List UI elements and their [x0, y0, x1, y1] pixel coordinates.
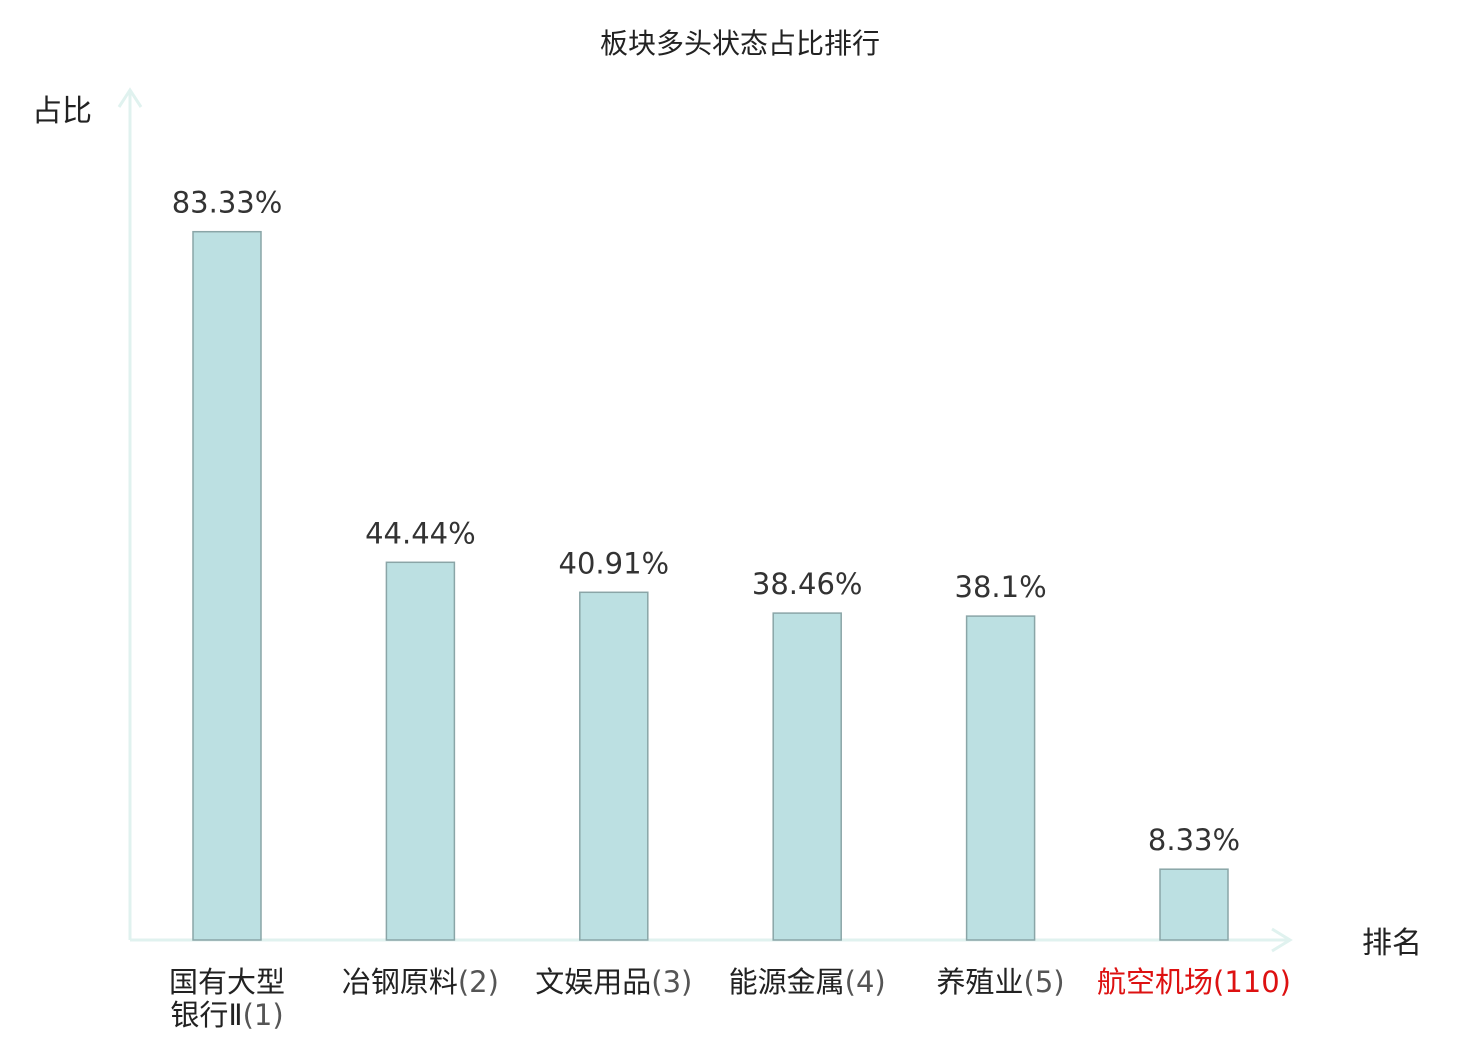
value-label: 38.46%: [752, 567, 863, 601]
x-tick-label: 冶钢原料(2): [342, 965, 499, 999]
x-tick-label: 航空机场(110): [1097, 965, 1291, 999]
tick-label-name: 文娱用品: [535, 965, 651, 999]
tick-label-name: 能源金属: [729, 965, 845, 999]
bar: [772, 612, 842, 941]
y-axis-arrow: [117, 87, 143, 108]
tick-label-name: 养殖业: [937, 965, 1024, 999]
tick-label-name: 航空机场: [1097, 965, 1213, 999]
x-tick-label: 文娱用品(3): [535, 965, 692, 999]
value-label: 40.91%: [559, 546, 670, 580]
tick-label-rank: (1): [243, 998, 284, 1032]
bars-group: [192, 230, 1229, 941]
tick-label-rank: (3): [651, 965, 692, 999]
axes: [117, 87, 1293, 953]
value-label: 38.1%: [955, 570, 1047, 604]
value-labels-group: 83.33% 44.44% 40.91% 38.46% 38.1% 8.33%: [172, 186, 1240, 858]
x-axis-label: 排名: [1362, 926, 1422, 961]
bar: [965, 615, 1036, 941]
tick-label-name: 冶钢原料: [342, 965, 458, 999]
tick-label-rank: (2): [458, 965, 499, 999]
tick-label-name: 银行Ⅱ: [170, 998, 242, 1032]
bar: [579, 591, 649, 941]
tick-label-rank: (110): [1213, 965, 1291, 999]
chart-title: 板块多头状态占比排行: [600, 27, 880, 60]
value-label: 44.44%: [365, 516, 476, 550]
tick-label-rank: (4): [845, 965, 886, 999]
y-axis-label: 占比: [32, 94, 92, 129]
x-tick-label: 能源金属(4): [729, 965, 886, 999]
x-tick-label: 银行Ⅱ(1): [170, 998, 283, 1032]
x-tick-label: 国有大型: [169, 965, 285, 999]
bar: [192, 230, 262, 941]
value-label: 83.33%: [172, 186, 283, 220]
tick-label-name: 国有大型: [169, 965, 285, 999]
tick-label-rank: (5): [1024, 965, 1065, 999]
value-label: 8.33%: [1148, 823, 1240, 857]
bar: [385, 561, 456, 941]
bar: [1159, 868, 1229, 941]
x-tick-label: 养殖业(5): [937, 965, 1065, 999]
x-axis-arrow: [1271, 927, 1293, 953]
